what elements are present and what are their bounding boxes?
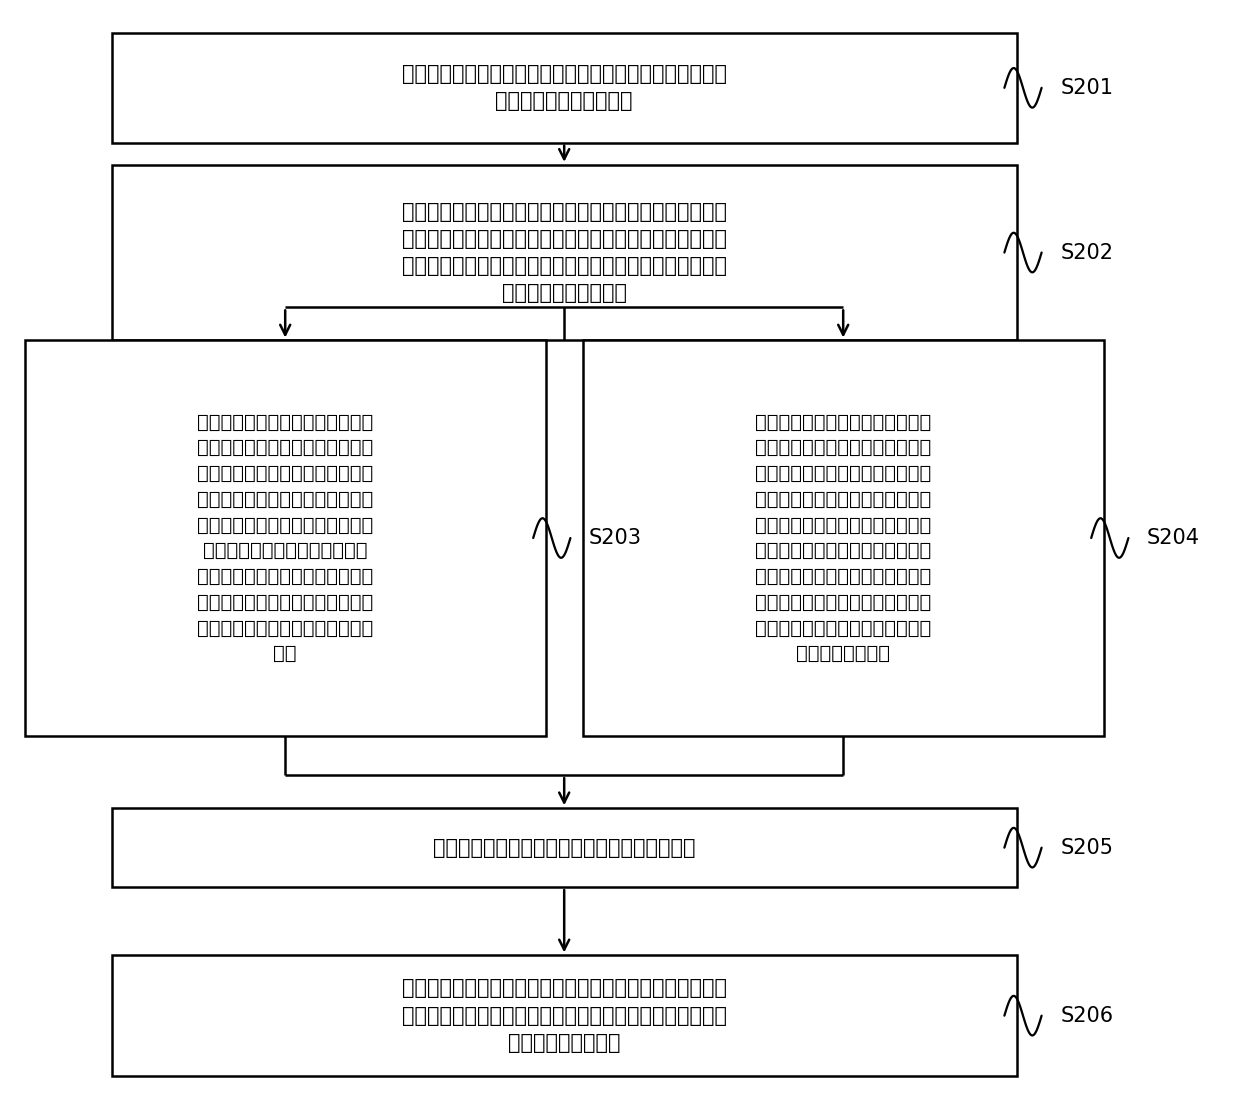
Text: S201: S201 (1060, 78, 1114, 98)
Text: 若影响土壤重金属快速检测仪器检
测值的因素为无交互作用的因素，
对于用于校准建模的土壤样本，以
实验室分析测试方法检测出的土壤
重金属检测值为精准值，以土壤重
: 若影响土壤重金属快速检测仪器检 测值的因素为无交互作用的因素， 对于用于校准建模… (197, 413, 373, 663)
Text: S203: S203 (589, 528, 642, 548)
Text: 对混合线性校正模型中的模型参数进行参数估计: 对混合线性校正模型中的模型参数进行参数估计 (433, 838, 696, 858)
Bar (112, 955, 1017, 1076)
Text: 确定影响土壤重金属快速检测仪器检测值的因素间存在交互
作用或无交互作用的因素: 确定影响土壤重金属快速检测仪器检测值的因素间存在交互 作用或无交互作用的因素 (402, 65, 727, 111)
Text: 对影响土壤重金属快速检测仪器检测值的因素中的连续性变
量进行分级离散化处理，将分级离散化处理后的值转换为哑
变量；将影响土壤重金属快速检测仪器检测值的因素中的类: 对影响土壤重金属快速检测仪器检测值的因素中的连续性变 量进行分级离散化处理，将分… (402, 202, 727, 303)
Text: S202: S202 (1060, 243, 1114, 262)
Text: S205: S205 (1060, 838, 1114, 858)
Text: S206: S206 (1060, 1006, 1114, 1026)
Bar (25, 340, 546, 736)
Bar (112, 808, 1017, 887)
Bar (112, 165, 1017, 340)
Bar (112, 33, 1017, 143)
Text: 若影响土壤重金属快速检测仪器检
测值的因素间存在交互作用，对于
用于校准建模的土壤样本，以实验
室分析测试方法检测出的土壤重金
属检测值为精准值，以土壤重金属
: 若影响土壤重金属快速检测仪器检 测值的因素间存在交互作用，对于 用于校准建模的土… (755, 413, 931, 663)
Text: 对参数估计后的混合线性校正模型进行校验，将通过校验的
混合线性校正模型作为将来使用土壤重金属快速检测仪器检
测检测值校正的模型: 对参数估计后的混合线性校正模型进行校验，将通过校验的 混合线性校正模型作为将来使… (402, 978, 727, 1053)
Bar (583, 340, 1104, 736)
Text: S204: S204 (1147, 528, 1200, 548)
